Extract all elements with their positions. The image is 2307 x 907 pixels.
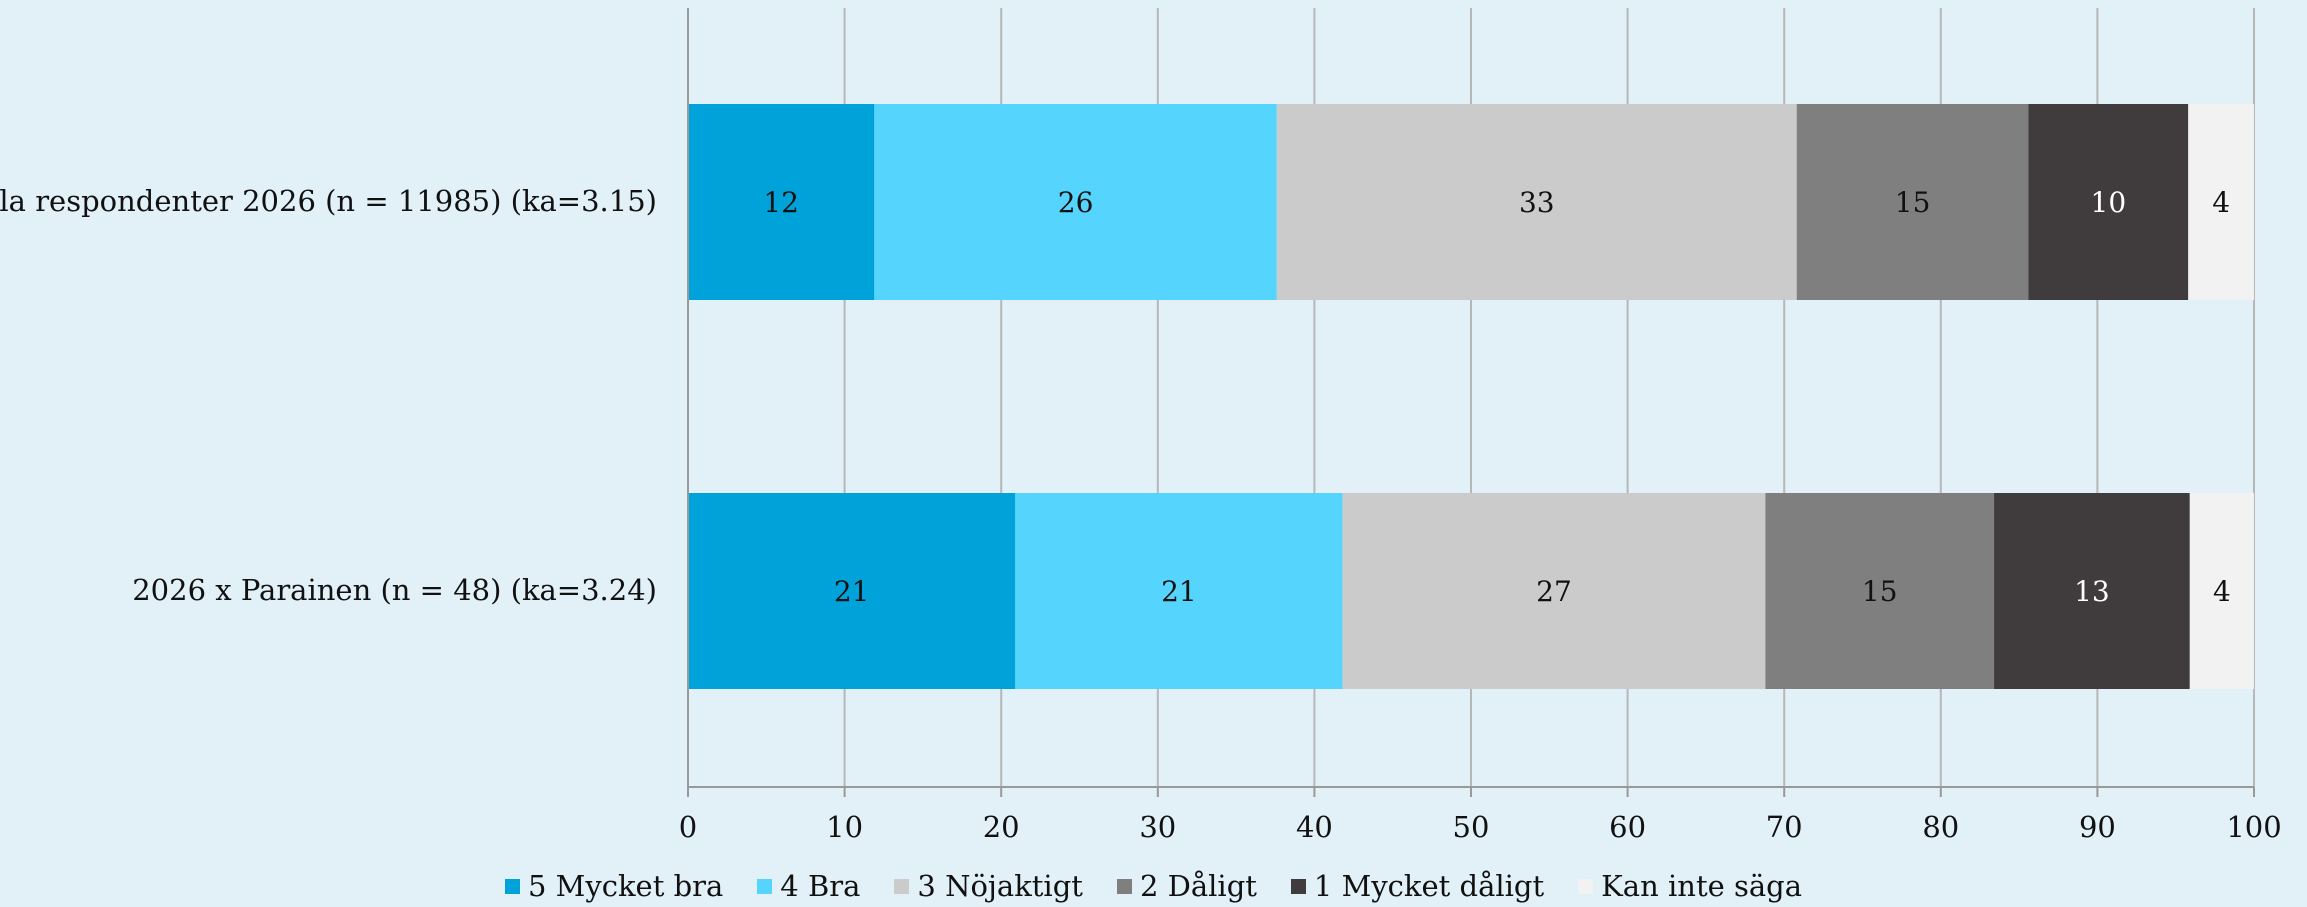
bar-segment <box>1765 493 1995 689</box>
data-label: 13 <box>2074 575 2110 608</box>
legend-label: 5 Mycket bra <box>527 869 724 903</box>
legend-item: 4 Bra <box>757 869 860 903</box>
data-label: 21 <box>1161 575 1197 608</box>
data-label: 15 <box>1895 186 1931 219</box>
bar-segment <box>1015 493 1343 689</box>
x-tick-label: 60 <box>1609 810 1646 844</box>
category-label: Alla respondenter 2026 (n = 11985) (ka=3… <box>0 184 657 218</box>
bar-segment <box>688 493 1016 689</box>
x-tick-label: 100 <box>2226 810 2281 844</box>
legend-item: 2 Dåligt <box>1116 869 1257 903</box>
data-label: 12 <box>763 186 799 219</box>
bar-segment <box>874 104 1277 300</box>
legend-swatch <box>1578 878 1594 894</box>
legend-swatch <box>504 878 520 894</box>
bar-segment <box>2028 104 2189 300</box>
legend-item: 5 Mycket bra <box>504 869 724 903</box>
x-tick-label: 70 <box>1766 810 1803 844</box>
legend-label: 2 Dåligt <box>1139 869 1257 903</box>
x-tick-label: 0 <box>679 810 697 844</box>
legend-label: 1 Mycket dåligt <box>1313 869 1545 903</box>
legend-label: 4 Bra <box>780 869 861 903</box>
bar-segment <box>1796 104 2029 300</box>
legend-swatch <box>1290 878 1306 894</box>
data-label: 27 <box>1536 575 1572 608</box>
data-label: 15 <box>1862 575 1898 608</box>
bar-segment <box>1342 493 1766 689</box>
data-label: 4 <box>2213 575 2231 608</box>
data-label: 26 <box>1058 186 1094 219</box>
bar-segment <box>1276 104 1797 300</box>
x-tick-label: 10 <box>826 810 863 844</box>
legend-item: Kan inte säga <box>1578 869 1802 903</box>
bar-segment <box>2188 104 2254 300</box>
x-tick-label: 20 <box>983 810 1020 844</box>
legend-swatch <box>1116 878 1132 894</box>
category-label: 2026 x Parainen (n = 48) (ka=3.24) <box>132 573 657 607</box>
x-tick-label: 30 <box>1139 810 1176 844</box>
data-label: 21 <box>834 575 870 608</box>
legend-item: 3 Nöjaktigt <box>894 869 1083 903</box>
legend-swatch <box>894 878 910 894</box>
legend-label: Kan inte säga <box>1601 869 1803 903</box>
data-label: 33 <box>1519 186 1555 219</box>
legend-label: 3 Nöjaktigt <box>917 869 1083 903</box>
x-tick-label: 40 <box>1296 810 1333 844</box>
data-label: 10 <box>2091 186 2127 219</box>
chart-legend: 5 Mycket bra 4 Bra 3 Nöjaktigt 2 Dåligt 1 My… <box>0 868 2307 904</box>
stacked-bar-chart: 12 26 33 15 10 4 Alla respondenter 2026 (n = 1… <box>0 8 2282 844</box>
legend-swatch <box>757 878 773 894</box>
bar-segment <box>1994 493 2190 689</box>
x-tick-label: 50 <box>1453 810 1490 844</box>
data-label: 4 <box>2212 186 2230 219</box>
bar-segment <box>688 104 875 300</box>
legend-item: 1 Mycket dåligt <box>1290 869 1545 903</box>
x-tick-label: 90 <box>2079 810 2116 844</box>
x-tick-label: 80 <box>1922 810 1959 844</box>
bar-segment <box>2189 493 2254 689</box>
